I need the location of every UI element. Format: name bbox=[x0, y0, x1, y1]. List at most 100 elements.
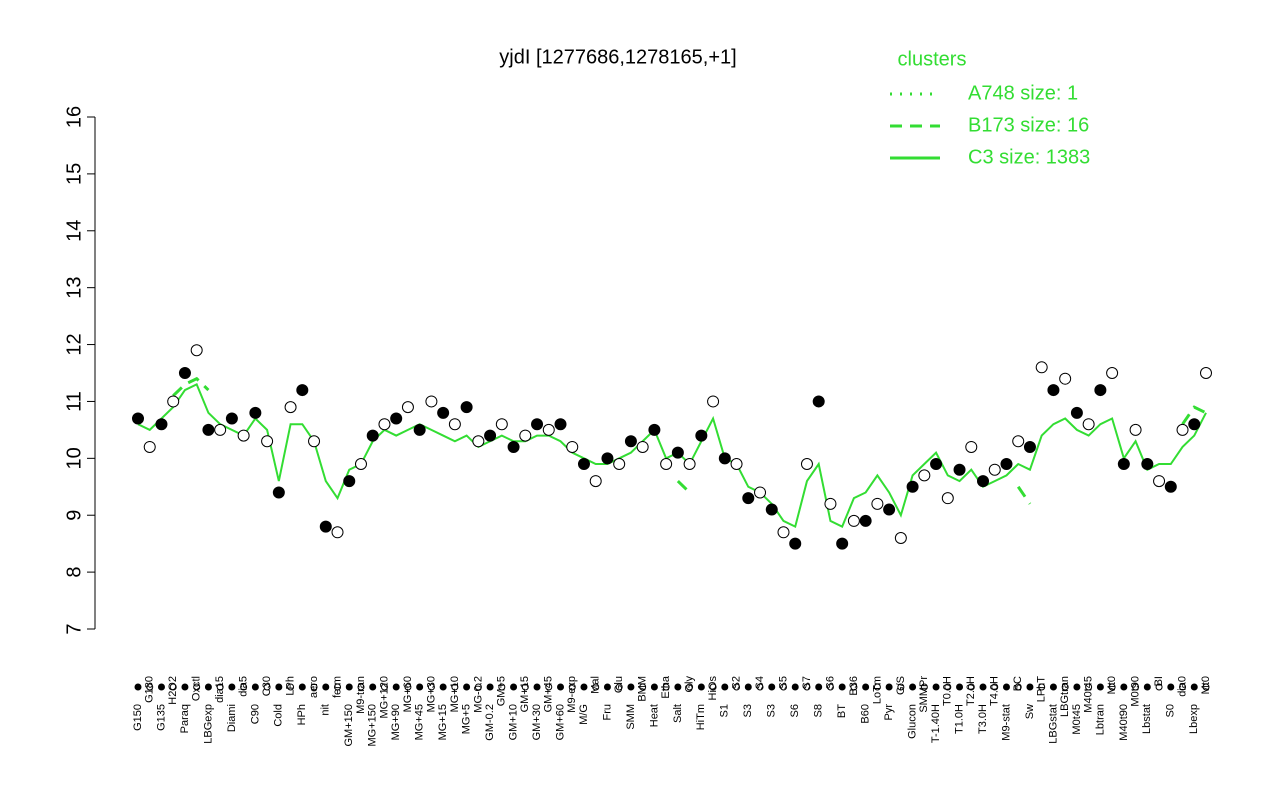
data-point bbox=[1059, 372, 1072, 385]
x-tick-label: B36 bbox=[848, 676, 860, 696]
category-marker bbox=[287, 683, 295, 691]
x-tick-label: GM+15 bbox=[519, 676, 531, 712]
x-tick-label: H2O2 bbox=[167, 676, 179, 705]
y-tick-label: 16 bbox=[63, 106, 85, 128]
x-tick-label: M9-exp bbox=[566, 676, 578, 713]
series-line bbox=[137, 383, 1207, 529]
x-tick-label: MG+45 bbox=[414, 704, 426, 740]
category-marker bbox=[568, 683, 576, 691]
x-tick-label: B60 bbox=[860, 704, 872, 724]
x-tick-label: G135 bbox=[155, 704, 167, 731]
x-tick-label: Pyr bbox=[883, 704, 895, 721]
category-marker bbox=[298, 683, 306, 691]
data-point bbox=[965, 440, 978, 453]
data-point bbox=[437, 406, 450, 419]
category-marker bbox=[193, 683, 201, 691]
category-marker bbox=[815, 683, 823, 691]
data-point bbox=[390, 412, 403, 425]
x-tick-label: S3 bbox=[742, 704, 754, 717]
category-marker bbox=[686, 683, 694, 691]
x-tick-label: Mal bbox=[590, 676, 602, 694]
x-tick-label: GM-0.2 bbox=[484, 704, 496, 741]
data-point bbox=[754, 486, 767, 499]
category-marker bbox=[1049, 683, 1057, 691]
data-point bbox=[660, 458, 673, 471]
x-tick-label: Mt0 bbox=[1200, 676, 1212, 694]
data-point bbox=[836, 537, 849, 550]
legend-label: B173 size: 16 bbox=[968, 114, 1089, 136]
category-marker bbox=[427, 683, 435, 691]
category-marker bbox=[627, 683, 635, 691]
category-marker bbox=[979, 683, 987, 691]
data-point bbox=[941, 492, 954, 505]
data-point bbox=[178, 367, 191, 379]
data-point bbox=[930, 458, 943, 471]
x-tick-label: BT bbox=[836, 704, 848, 718]
legend-label: C3 size: 1383 bbox=[968, 146, 1090, 168]
data-point bbox=[707, 395, 720, 408]
category-marker bbox=[228, 683, 236, 691]
data-point bbox=[531, 418, 544, 431]
data-point bbox=[695, 429, 708, 442]
category-marker bbox=[1120, 683, 1128, 691]
x-tick-label: M9-stat bbox=[1000, 704, 1012, 741]
data-point bbox=[472, 435, 485, 448]
data-point bbox=[554, 418, 567, 431]
data-point bbox=[401, 401, 414, 414]
data-point bbox=[1153, 475, 1166, 488]
data-point bbox=[765, 503, 778, 516]
category-marker bbox=[216, 683, 224, 691]
x-tick-label: Paraq bbox=[179, 704, 191, 733]
category-marker bbox=[850, 683, 858, 691]
category-marker bbox=[956, 683, 964, 691]
x-tick-label: GM+30 bbox=[531, 704, 543, 740]
x-tick-label: nit bbox=[320, 704, 332, 716]
x-tick-label: GM+45 bbox=[543, 676, 555, 712]
category-marker bbox=[169, 683, 177, 691]
data-point bbox=[507, 440, 520, 453]
category-marker bbox=[1108, 683, 1116, 691]
x-tick-label: M0t90 bbox=[1129, 676, 1141, 707]
x-tick-label: LoTm bbox=[871, 676, 883, 704]
category-marker bbox=[991, 683, 999, 691]
x-tick-label: MG+15 bbox=[437, 704, 449, 740]
category-marker bbox=[416, 683, 424, 691]
category-marker bbox=[510, 683, 518, 691]
category-marker bbox=[392, 683, 400, 691]
x-tick-label: M40t45 bbox=[1083, 676, 1095, 713]
data-point bbox=[894, 531, 907, 544]
category-marker bbox=[803, 683, 811, 691]
x-tick-label: dia0 bbox=[1176, 676, 1188, 697]
x-tick-label: MG+30 bbox=[425, 676, 437, 712]
x-tick-label: M40t90 bbox=[1118, 704, 1130, 741]
x-tick-label: Mt0 bbox=[1106, 676, 1118, 694]
x-tick-label: S3 bbox=[766, 704, 778, 717]
y-tick-label: 15 bbox=[63, 163, 85, 185]
x-tick-label: T-1.40H bbox=[930, 704, 942, 743]
data-point bbox=[225, 412, 238, 425]
x-tick-label: G180 bbox=[144, 676, 156, 703]
series-line bbox=[172, 376, 1207, 505]
x-tick-label: LPh bbox=[284, 676, 296, 696]
data-point bbox=[1164, 480, 1177, 493]
data-point bbox=[542, 423, 555, 436]
category-marker bbox=[932, 683, 940, 691]
category-marker bbox=[697, 683, 705, 691]
data-point bbox=[683, 458, 696, 471]
data-point bbox=[800, 458, 813, 471]
data-point bbox=[777, 526, 790, 539]
x-tick-label: T0.0H bbox=[942, 676, 954, 706]
data-point bbox=[624, 435, 637, 448]
category-marker bbox=[1167, 683, 1175, 691]
data-point bbox=[1070, 406, 1083, 419]
y-tick-label: 13 bbox=[63, 277, 85, 299]
category-marker bbox=[357, 683, 365, 691]
data-point bbox=[789, 537, 802, 550]
x-tick-label: SMMPr bbox=[918, 676, 930, 713]
x-tick-label: Fru bbox=[601, 704, 613, 721]
data-point bbox=[132, 412, 144, 425]
x-tick-label: S6 bbox=[789, 704, 801, 717]
data-point bbox=[1117, 458, 1130, 471]
y-tick-label: 12 bbox=[63, 333, 85, 355]
